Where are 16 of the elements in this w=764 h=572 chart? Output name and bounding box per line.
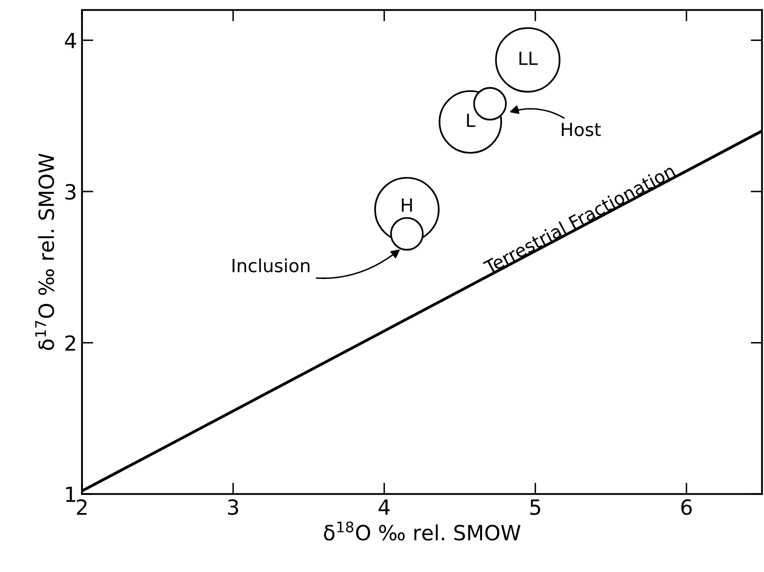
annotation: LL (519, 52, 538, 65)
annotation: Host (562, 122, 601, 136)
annotation: L (467, 114, 476, 127)
y-tick-label: 1 (66, 486, 76, 502)
y-axis-title: δ$^{17}$O ‰ rel. SMOW (35, 154, 54, 350)
annotation: Inclusion (232, 258, 310, 272)
y-tick-label: 4 (64, 32, 76, 48)
x-tick-label: 6 (681, 499, 692, 515)
y-tick-label: 3 (65, 184, 76, 200)
x-tick-label: 5 (530, 500, 540, 515)
x-tick-label: 4 (378, 500, 390, 515)
x-tick-label: 2 (76, 499, 87, 515)
x-tick-label: 3 (228, 499, 238, 515)
y-tick-label: 2 (65, 335, 76, 351)
annotation: H (402, 198, 412, 212)
x-axis-title: δ$^{18}$O ‰ rel. SMOW (324, 521, 520, 541)
